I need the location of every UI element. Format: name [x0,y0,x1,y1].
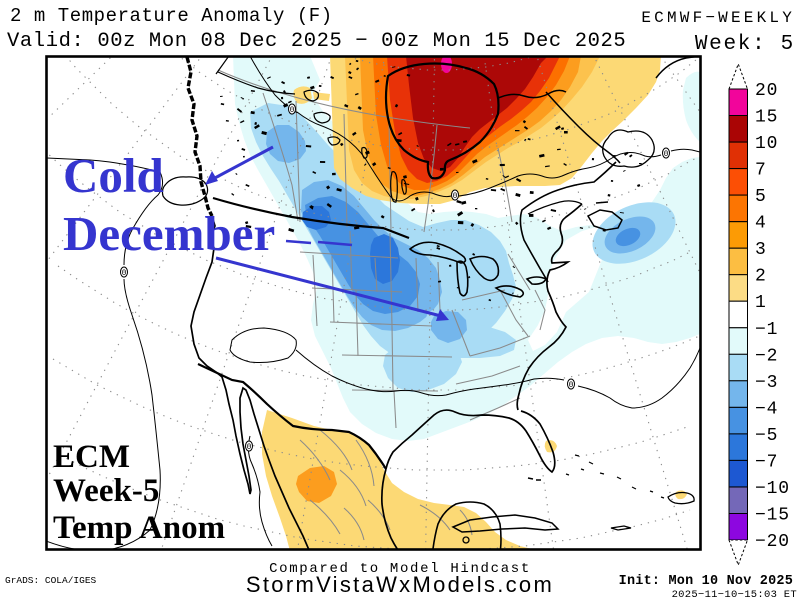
svg-text:Valid: 00z Mon 08 Dec 2025 − 0: Valid: 00z Mon 08 Dec 2025 − 00z Mon 15 … [7,30,626,53]
svg-text:Week: 5: Week: 5 [695,33,795,56]
svg-text:2: 2 [755,267,767,287]
svg-text:5: 5 [755,187,767,207]
svg-text:December: December [63,206,275,261]
svg-text:−2: −2 [755,346,778,366]
svg-text:−3: −3 [755,373,778,393]
svg-text:3: 3 [755,240,767,260]
svg-text:Temp Anom: Temp Anom [53,510,225,546]
svg-text:7: 7 [755,161,767,181]
svg-text:15: 15 [755,108,778,128]
svg-text:−20: −20 [755,532,790,552]
svg-text:10: 10 [755,134,778,154]
svg-text:0: 0 [569,381,574,390]
svg-text:0: 0 [664,150,669,159]
svg-text:20: 20 [755,81,778,101]
svg-text:Cold: Cold [63,148,164,203]
svg-text:−7: −7 [755,452,778,472]
svg-text:0: 0 [290,106,295,115]
svg-text:StormVistaWxModels.com: StormVistaWxModels.com [246,572,554,597]
svg-text:GrADS: COLA/IGES: GrADS: COLA/IGES [5,575,97,586]
svg-text:2 m Temperature Anomaly (F): 2 m Temperature Anomaly (F) [10,5,333,27]
svg-text:−15: −15 [755,506,790,526]
svg-text:0: 0 [247,443,252,452]
svg-text:1: 1 [755,293,767,313]
svg-text:0: 0 [453,192,458,201]
svg-text:Init: Mon 10 Nov 2025: Init: Mon 10 Nov 2025 [619,574,793,589]
svg-text:ECM: ECM [53,439,130,475]
svg-text:−5: −5 [755,426,778,446]
svg-text:2025−11−10−15:03 ET: 2025−11−10−15:03 ET [672,589,797,600]
svg-text:0: 0 [122,269,127,278]
svg-text:Week-5: Week-5 [53,473,159,509]
svg-text:−4: −4 [755,399,778,419]
svg-text:−1: −1 [755,320,778,340]
svg-text:−10: −10 [755,479,790,499]
svg-text:4: 4 [755,214,767,234]
svg-text:Compared to Model Hindcast: Compared to Model Hindcast [269,561,531,577]
svg-text:ECMWF−WEEKLY: ECMWF−WEEKLY [641,9,795,27]
